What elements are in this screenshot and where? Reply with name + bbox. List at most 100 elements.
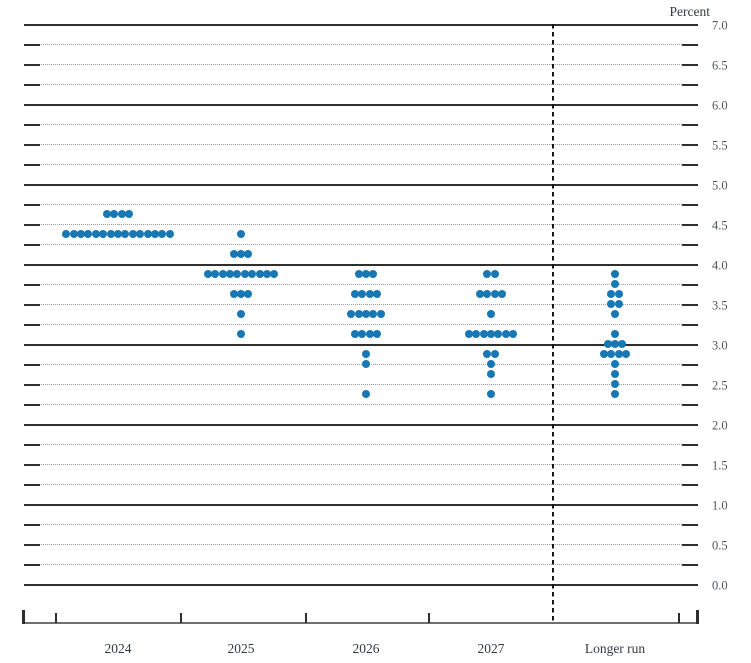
projection-dot [611,370,619,378]
gridline-right-tick [682,444,698,446]
gridline-left-tick [24,464,40,466]
projection-dot [62,230,71,238]
x-axis-section-tick [180,613,182,623]
gridline-right-tick [682,344,698,346]
projection-dot [354,310,363,318]
x-axis-line [22,622,698,624]
y-axis-unit-label: Percent [669,4,710,19]
projection-dot [362,270,370,278]
projection-dot [225,270,234,278]
minor-gridline [24,484,698,485]
y-axis-tick-label: 5.5 [712,138,728,153]
major-gridline [24,424,698,426]
gridline-right-tick [682,64,698,66]
projection-dot [91,230,100,238]
projection-dot [611,310,619,318]
projection-dot [614,300,623,308]
projection-dot [99,230,108,238]
projection-dot [501,330,510,338]
gridline-left-tick [24,44,40,46]
projection-dot [487,360,495,368]
major-gridline [24,504,698,506]
gridline-right-tick [682,44,698,46]
gridline-right-tick [682,564,698,566]
minor-gridline [24,64,698,65]
projection-dot [472,330,481,338]
projection-dot [255,270,264,278]
gridline-left-tick [24,324,40,326]
minor-gridline [24,44,698,45]
projection-dot [229,250,238,258]
gridline-left-tick [24,64,40,66]
gridline-left-tick [24,584,40,586]
projection-dot [229,290,238,298]
projection-dot [373,290,382,298]
projection-dot [237,310,245,318]
x-axis-section-tick [428,613,430,623]
y-axis-tick-label: 1.5 [712,458,728,473]
projection-dot [233,270,242,278]
gridline-left-tick [24,384,40,386]
projection-dot [77,230,85,238]
projection-dot [464,330,473,338]
projection-dot [240,270,249,278]
gridline-left-tick [24,564,40,566]
gridline-right-tick [682,524,698,526]
gridline-left-tick [24,524,40,526]
y-axis-tick-label: 6.5 [712,58,728,73]
projection-dot [599,350,608,358]
projection-dot [369,310,378,318]
projection-dot [494,330,503,338]
projection-dot [114,230,122,238]
projection-dot [490,270,499,278]
gridline-left-tick [24,504,40,506]
gridline-right-tick [682,204,698,206]
projection-dot [125,210,134,218]
gridline-right-tick [682,324,698,326]
gridline-left-tick [24,124,40,126]
gridline-right-tick [682,184,698,186]
projection-dot [498,290,507,298]
projection-dot [128,230,137,238]
projection-dot [611,380,619,388]
projection-dot [490,290,499,298]
projection-dot [244,290,253,298]
gridline-right-tick [682,304,698,306]
gridline-right-tick [682,144,698,146]
gridline-left-tick [24,184,40,186]
y-axis-tick-label: 4.0 [712,258,728,273]
gridline-left-tick [24,304,40,306]
minor-gridline [24,384,698,385]
projection-dot [611,270,619,278]
projection-dot [607,300,616,308]
longer-run-separator-line [552,24,554,624]
major-gridline [24,344,698,346]
projection-dot [369,270,378,278]
minor-gridline [24,304,698,305]
gridline-right-tick [682,124,698,126]
projection-dot [365,290,374,298]
minor-gridline [24,164,698,165]
projection-dot [121,230,130,238]
gridline-right-tick [682,584,698,586]
gridline-right-tick [682,244,698,246]
projection-dot [483,350,492,358]
gridline-left-tick [24,244,40,246]
gridline-left-tick [24,444,40,446]
projection-dot [509,330,518,338]
projection-dot [611,390,619,398]
y-axis-tick-label: 1.0 [712,498,728,513]
minor-gridline [24,284,698,285]
gridline-right-tick [682,404,698,406]
gridline-right-tick [682,504,698,506]
y-axis-tick-label: 3.5 [712,298,728,313]
minor-gridline [24,84,698,85]
projection-dot [611,340,619,348]
minor-gridline [24,244,698,245]
projection-dot [487,390,495,398]
gridline-left-tick [24,24,40,26]
projection-dot [347,310,356,318]
minor-gridline [24,204,698,205]
y-axis-tick-label: 2.0 [712,418,728,433]
